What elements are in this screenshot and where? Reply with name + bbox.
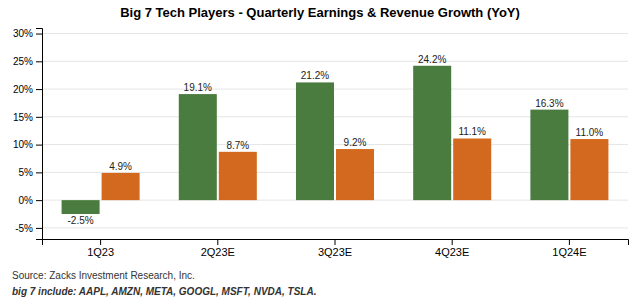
tick-label: -5% <box>15 223 33 234</box>
bar <box>296 82 334 200</box>
tick: 1Q23 <box>87 239 114 258</box>
bar <box>102 173 140 200</box>
data-label: 16.3% <box>535 98 563 109</box>
tick-label: 3Q23E <box>318 246 352 258</box>
tick: 30% <box>13 28 42 39</box>
tick: 3Q23E <box>318 239 352 258</box>
tick-label: 5% <box>19 167 34 178</box>
tick-label: 1Q24E <box>552 246 586 258</box>
bar <box>219 152 257 200</box>
data-label: 24.2% <box>418 54 446 65</box>
tick-label: 4Q23E <box>435 246 469 258</box>
data-label: 21.2% <box>301 70 329 81</box>
tick: 4Q23E <box>435 239 469 258</box>
tick-mark <box>36 145 42 146</box>
bar <box>453 138 491 200</box>
grid <box>42 34 628 228</box>
tick: -5% <box>15 223 42 234</box>
y-axis: -5% 0% 5% 10% 15% 20% 25% 30% <box>13 28 43 239</box>
bar <box>62 200 100 214</box>
tick-label: 20% <box>13 84 33 95</box>
tick: 10% <box>13 139 42 150</box>
grid-line <box>42 61 628 62</box>
data-label: 19.1% <box>184 82 212 93</box>
annotation: big 7 include: AAPL, AMZN, META, GOOGL, … <box>12 286 316 297</box>
tick: 15% <box>13 112 42 123</box>
bar <box>179 94 217 200</box>
tick-label: 30% <box>13 28 33 39</box>
x-axis: 1Q23 2Q23E 3Q23E 4Q23E 1Q24E <box>43 239 629 258</box>
tick-mark <box>217 239 218 245</box>
tick: 25% <box>13 56 42 67</box>
tick: 5% <box>19 167 42 178</box>
axis-line <box>43 240 629 246</box>
tick: 20% <box>13 84 42 95</box>
tick: 1Q24E <box>552 239 586 258</box>
chart: -5% 0% 5% 10% 15% 20% 25% 30% 1Q23 2Q23E 3Q23E 4Q23… <box>0 0 640 301</box>
tick-mark <box>36 61 42 62</box>
tick-label: 10% <box>13 139 33 150</box>
annotation: Source: Zacks Investment Research, Inc. <box>12 270 195 281</box>
tick-label: 15% <box>13 112 33 123</box>
bars <box>62 66 609 214</box>
tick-label: 2Q23E <box>201 246 235 258</box>
tick-label: 1Q23 <box>87 246 114 258</box>
bar <box>336 149 374 200</box>
tick-mark <box>36 200 42 201</box>
bar <box>570 139 608 200</box>
tick: 2Q23E <box>201 239 235 258</box>
tick-label: 25% <box>13 56 33 67</box>
grid-line <box>42 33 628 34</box>
data-labels: -2.5% 19.1% 21.2% 24.2% 16.3% 4.9% 8.7% 9.2% 11.… <box>68 54 604 226</box>
grid-line <box>42 89 628 90</box>
bar <box>530 110 568 201</box>
grid-line <box>42 227 628 228</box>
tick-mark <box>36 117 42 118</box>
tick-label: 0% <box>19 195 34 206</box>
data-label: -2.5% <box>68 215 94 226</box>
tick-mark <box>36 228 42 229</box>
tick-mark <box>36 172 42 173</box>
data-label: 8.7% <box>226 140 249 151</box>
data-label: 11.1% <box>458 126 486 137</box>
tick-mark <box>335 239 336 245</box>
tick-mark <box>100 239 101 245</box>
tick: 0% <box>19 195 42 206</box>
axis-line <box>36 29 43 240</box>
tick-mark <box>452 239 453 245</box>
title: Big 7 Tech Players - Quarterly Earnings … <box>120 5 520 20</box>
tick-mark <box>569 239 570 245</box>
data-label: 11.0% <box>576 127 604 138</box>
tick-mark <box>36 34 42 35</box>
data-label: 4.9% <box>109 161 132 172</box>
bar <box>413 66 451 200</box>
data-label: 9.2% <box>344 137 367 148</box>
tick-mark <box>36 89 42 90</box>
